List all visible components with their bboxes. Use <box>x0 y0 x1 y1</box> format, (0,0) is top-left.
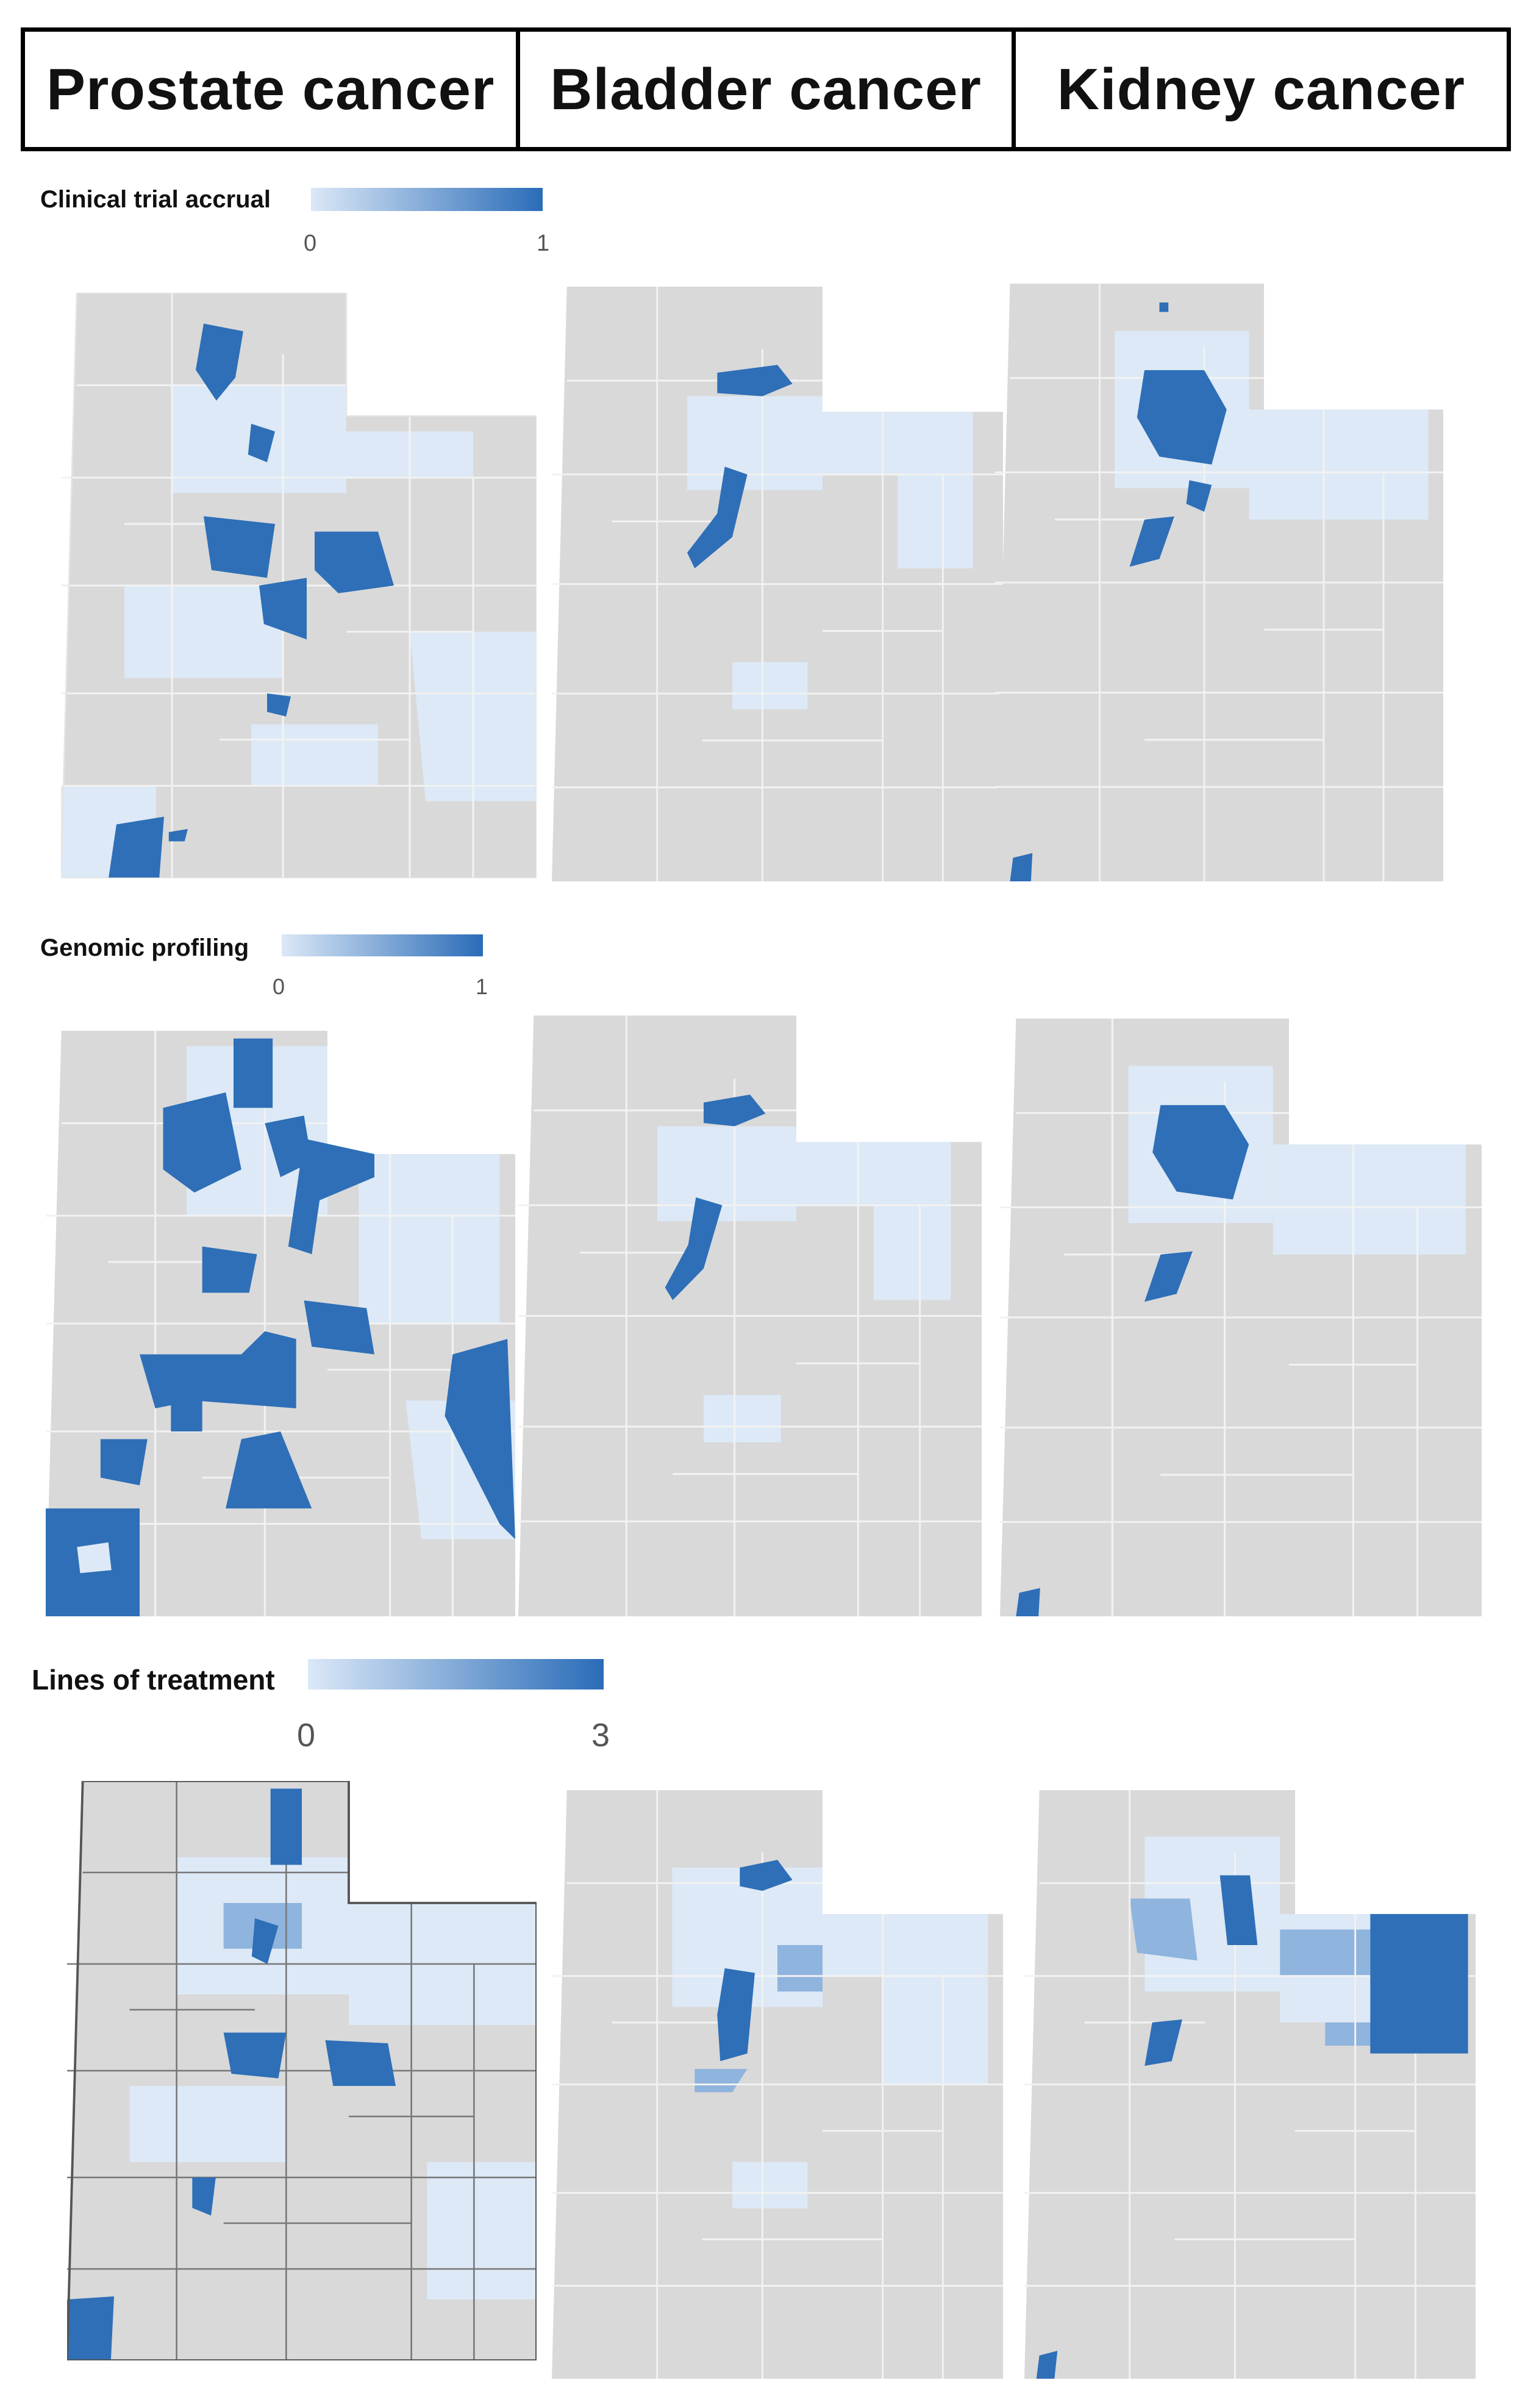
legend-max-label: 3 <box>591 1717 610 1754</box>
map-genomic-profiling-bladder <box>518 1016 982 1616</box>
legend-gradient-bar <box>282 934 483 956</box>
legend-title: Lines of treatment <box>32 1664 275 1696</box>
column-header-table: Prostate cancer Bladder cancer Kidney ca… <box>21 27 1511 151</box>
map-clinical-trial-accrual-bladder <box>552 287 1003 881</box>
legend-max-label: 1 <box>476 974 488 999</box>
column-header-kidney: Kidney cancer <box>1011 32 1507 147</box>
legend-gradient-bar <box>308 1659 604 1690</box>
map-lines-of-treatment-prostate <box>67 1781 537 2360</box>
legend-title: Clinical trial accrual <box>40 186 271 213</box>
legend-min-label: 0 <box>304 231 317 256</box>
legend-title: Genomic profiling <box>40 934 249 961</box>
column-header-prostate: Prostate cancer <box>46 56 495 122</box>
map-genomic-profiling-prostate <box>46 1031 515 1616</box>
map-lines-of-treatment-bladder <box>552 1790 1003 2379</box>
map-clinical-trial-accrual-prostate <box>61 293 537 878</box>
legend-max-label: 1 <box>537 231 550 256</box>
legend-min-label: 0 <box>273 974 285 999</box>
legend-min-label: 0 <box>297 1717 316 1754</box>
legend-gradient-bar <box>311 188 543 211</box>
column-header-bladder: Bladder cancer <box>516 32 1011 147</box>
map-genomic-profiling-kidney <box>1000 1019 1482 1616</box>
map-clinical-trial-accrual-kidney <box>995 284 1443 881</box>
map-lines-of-treatment-kidney <box>1024 1790 1476 2379</box>
